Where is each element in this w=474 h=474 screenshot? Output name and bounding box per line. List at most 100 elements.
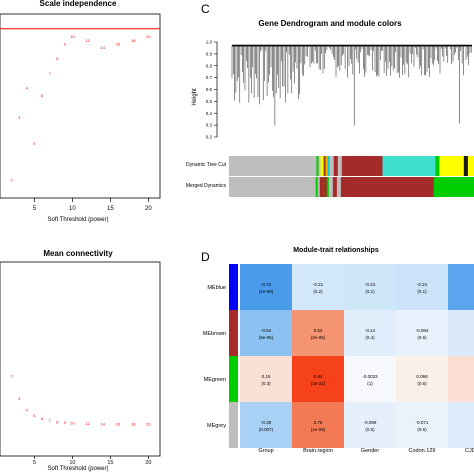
dynamic-tree-cut-segment bbox=[341, 156, 383, 176]
scale-tick-label: 15 bbox=[107, 206, 114, 212]
scale-point: 7 bbox=[48, 71, 51, 76]
dendro-title: Gene Dendrogram and module colors bbox=[258, 19, 402, 28]
heatmap-row-color bbox=[229, 310, 238, 356]
merged-dynamics-segment bbox=[336, 177, 342, 197]
dendro-tick-label: 0.7 bbox=[206, 75, 213, 80]
dynamic-tree-cut-row bbox=[229, 156, 474, 176]
dynamic-tree-cut-segment bbox=[229, 156, 317, 176]
heatmap-cell-value: -0.21 bbox=[313, 282, 324, 287]
mean-conn-point: 5 bbox=[33, 413, 36, 418]
heatmap-cell bbox=[344, 402, 396, 448]
scale-point: 3 bbox=[18, 115, 21, 120]
scale-xlabel: Soft Threshold (power) bbox=[48, 217, 109, 223]
mean-conn-point: 18 bbox=[131, 422, 136, 427]
dynamic-tree-cut-segment bbox=[439, 156, 448, 176]
heatmap-row-color bbox=[229, 356, 238, 402]
scale-title: Scale independence bbox=[40, 0, 117, 8]
heatmap-cell-value: -0.72 bbox=[261, 282, 272, 287]
merged-dynamics-segment bbox=[322, 177, 326, 197]
heatmap-cell-pvalue: (1e-08) bbox=[259, 289, 274, 294]
heatmap-cells: -0.72 (1e-08) -0.21 (0.2) -0.23 (0.1) -0.24 (0.… bbox=[240, 264, 474, 448]
merged-dynamics-segment bbox=[332, 177, 338, 197]
heatmap-column-label: Brain.region bbox=[303, 448, 333, 454]
mean-conn-title: Mean connectivity bbox=[43, 249, 113, 258]
scale-point: 14 bbox=[101, 45, 106, 50]
heatmap-row-colors bbox=[229, 264, 238, 448]
merged-dynamics-segment bbox=[324, 177, 328, 197]
mean-conn-tick-label: 15 bbox=[107, 460, 113, 466]
mean-conn-points: 2 3 456 7 8 9 10 12 14 16 18 20 bbox=[10, 374, 151, 427]
heatmap-cell-pvalue: (0.1) bbox=[417, 289, 427, 294]
heatmap-column-label: Group bbox=[258, 448, 273, 454]
scale-point: 10 bbox=[70, 34, 75, 39]
heatmap-cell bbox=[448, 402, 474, 448]
mean-conn-point: 16 bbox=[116, 422, 121, 427]
merged-dynamics-segment bbox=[319, 177, 324, 197]
heatmap-cell-value: -0.071 bbox=[416, 420, 429, 425]
heatmap-cell-pvalue: (1e-09) bbox=[311, 427, 326, 432]
heatmap-row-label: MEblue bbox=[207, 285, 226, 291]
dynamic-tree-cut-segment bbox=[337, 156, 343, 176]
dynamic-tree-cut-segment bbox=[447, 156, 465, 176]
heatmap-cell-value: -0.54 bbox=[261, 328, 272, 333]
heatmap-cell-value: -0.24 bbox=[417, 282, 428, 287]
dynamic-tree-cut-segment bbox=[323, 156, 326, 176]
mean-conn-point: 3 bbox=[18, 396, 21, 401]
heatmap-row-color bbox=[229, 264, 238, 310]
heatmap-row-color bbox=[229, 402, 238, 448]
heatmap-cell bbox=[396, 310, 448, 356]
heatmap-cell-pvalue: (3e-22) bbox=[311, 381, 326, 386]
heatmap-cell-value: -0.0033 bbox=[362, 374, 378, 379]
dynamic-tree-cut-segment bbox=[318, 156, 321, 176]
heatmap-row-label: MEbrown bbox=[203, 331, 226, 337]
dendro-tick-label: 0.4 bbox=[206, 111, 213, 116]
mean-conn-point: 2 bbox=[10, 374, 13, 379]
scale-point: 12 bbox=[85, 38, 90, 43]
scale-tick-label: 20 bbox=[145, 206, 152, 212]
dynamic-tree-cut-label: Dynamic Tree Cut bbox=[186, 162, 227, 168]
heatmap-panel: D Module-trait relationships MEblue MEbro… bbox=[201, 247, 474, 454]
heatmap-cell bbox=[396, 402, 448, 448]
heatmap-cell bbox=[396, 356, 448, 402]
merged-dynamics-label: Merged Dynamics bbox=[186, 183, 227, 189]
dynamic-tree-cut-segment bbox=[325, 156, 328, 176]
heatmap-cell-pvalue: (0.2) bbox=[313, 289, 323, 294]
merged-dynamics-segment bbox=[315, 177, 319, 197]
mean-conn-point: 7 bbox=[48, 418, 51, 423]
heatmap-title: Module-trait relationships bbox=[293, 247, 379, 254]
panel-letter-d: D bbox=[201, 250, 210, 264]
heatmap-cell-value: 0.63 bbox=[314, 328, 323, 333]
dendrogram-panel: C Gene Dendrogram and module colors 0.20… bbox=[186, 2, 474, 197]
heatmap-cell-pvalue: (0.5) bbox=[365, 427, 375, 432]
heatmap-row-label: MEgreen bbox=[204, 377, 226, 383]
heatmap-cell bbox=[448, 310, 474, 356]
dendro-tick-label: 0.5 bbox=[206, 99, 213, 104]
heatmap-cell bbox=[240, 264, 292, 310]
scale-point: 8 bbox=[56, 56, 59, 61]
heatmap-cell-pvalue: (0.007) bbox=[259, 427, 274, 432]
heatmap-column-label: Gender bbox=[361, 448, 380, 454]
heatmap-cell-pvalue: (0.6) bbox=[417, 427, 427, 432]
mean-conn-point: 14 bbox=[101, 421, 106, 426]
heatmap-cell bbox=[344, 310, 396, 356]
heatmap-cell-value: 0.75 bbox=[314, 420, 323, 425]
scale-point: 9 bbox=[64, 41, 67, 46]
dynamic-tree-cut-segment bbox=[327, 156, 330, 176]
mean-conn-point: 9 bbox=[64, 420, 67, 425]
dynamic-tree-cut-segment bbox=[463, 156, 469, 176]
heatmap-cell-value: -0.14 bbox=[365, 328, 376, 333]
heatmap-column-label: Codon.129 bbox=[409, 448, 436, 454]
heatmap-cell-value: -0.084 bbox=[416, 328, 429, 333]
dendro-tick-label: 0.3 bbox=[206, 123, 213, 128]
heatmap-cell bbox=[292, 264, 344, 310]
merged-dynamics-segment bbox=[317, 177, 321, 197]
heatmap-cell-value: -0.099 bbox=[364, 420, 377, 425]
heatmap-row-label: MEgrey bbox=[207, 423, 226, 429]
scale-point: 4 bbox=[26, 86, 29, 91]
dendro-tick-label: 0.2 bbox=[206, 135, 213, 140]
mean-conn-tick-label: 20 bbox=[145, 460, 151, 466]
merged-dynamics-segment bbox=[229, 177, 317, 197]
mean-conn-plot-frame bbox=[0, 261, 161, 457]
mean-conn-point: 10 bbox=[70, 421, 75, 426]
